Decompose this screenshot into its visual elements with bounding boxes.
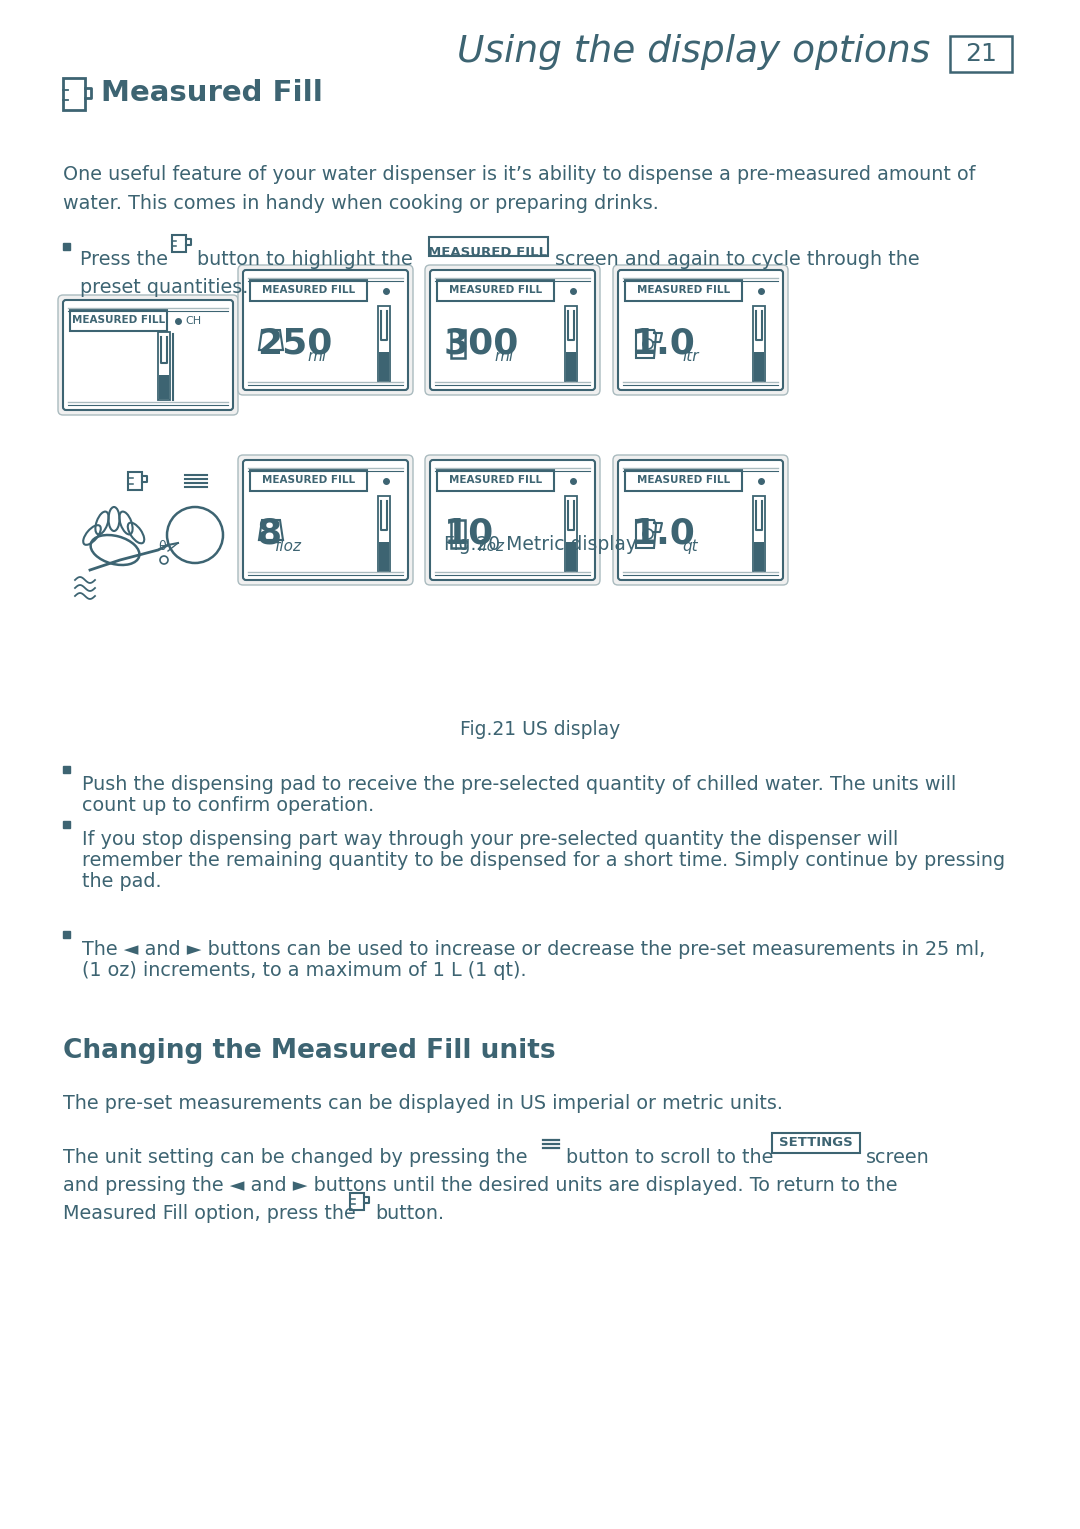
Text: the pad.: the pad. xyxy=(82,872,162,891)
Text: screen: screen xyxy=(866,1148,930,1167)
Text: MEASURED FILL: MEASURED FILL xyxy=(449,284,542,295)
Bar xyxy=(63,243,70,251)
Text: MEASURED FILL: MEASURED FILL xyxy=(429,246,548,258)
Text: floz: floz xyxy=(478,540,505,553)
Bar xyxy=(754,352,764,381)
Bar xyxy=(566,352,576,381)
Bar xyxy=(950,37,1012,72)
Text: ml: ml xyxy=(307,349,326,364)
Text: The unit setting can be changed by pressing the: The unit setting can be changed by press… xyxy=(63,1148,527,1167)
Text: floz: floz xyxy=(275,540,302,553)
Text: ml: ml xyxy=(494,349,513,364)
Text: Measured Fill: Measured Fill xyxy=(102,80,323,107)
Text: 1.0: 1.0 xyxy=(632,326,696,359)
Text: The ◄ and ► buttons can be used to increase or decrease the pre-set measurements: The ◄ and ► buttons can be used to incre… xyxy=(82,940,985,959)
Text: preset quantities.: preset quantities. xyxy=(80,278,248,297)
Text: 250: 250 xyxy=(257,326,333,359)
Text: SETTINGS: SETTINGS xyxy=(779,1136,853,1150)
Text: button to highlight the: button to highlight the xyxy=(197,251,413,269)
FancyBboxPatch shape xyxy=(618,460,783,579)
Bar xyxy=(753,495,765,572)
Bar xyxy=(565,495,577,572)
Text: MEASURED FILL: MEASURED FILL xyxy=(637,284,730,295)
FancyBboxPatch shape xyxy=(430,460,595,579)
Bar xyxy=(63,766,70,774)
Bar xyxy=(379,352,389,381)
FancyBboxPatch shape xyxy=(238,265,413,394)
Text: If you stop dispensing part way through your pre-selected quantity the dispenser: If you stop dispensing part way through … xyxy=(82,830,899,849)
Text: MEASURED FILL: MEASURED FILL xyxy=(262,476,355,485)
FancyBboxPatch shape xyxy=(243,460,408,579)
Bar xyxy=(754,543,764,570)
Text: count up to confirm operation.: count up to confirm operation. xyxy=(82,797,375,815)
Bar xyxy=(378,306,390,382)
Text: 10: 10 xyxy=(444,515,495,550)
Text: The pre-set measurements can be displayed in US imperial or metric units.: The pre-set measurements can be displaye… xyxy=(63,1095,783,1113)
Text: θ: θ xyxy=(158,540,166,553)
Text: Changing the Measured Fill units: Changing the Measured Fill units xyxy=(63,1038,555,1064)
FancyBboxPatch shape xyxy=(618,271,783,390)
Bar xyxy=(63,821,70,829)
Bar xyxy=(63,931,70,937)
Text: ltr: ltr xyxy=(681,349,699,364)
Text: 21: 21 xyxy=(966,41,997,66)
Text: remember the remaining quantity to be dispensed for a short time. Simply continu: remember the remaining quantity to be di… xyxy=(82,852,1005,870)
Bar xyxy=(379,543,389,570)
Bar xyxy=(378,495,390,572)
Text: Press the: Press the xyxy=(80,251,168,269)
Text: and pressing the ◄ and ► buttons until the desired units are displayed. To retur: and pressing the ◄ and ► buttons until t… xyxy=(63,1176,897,1196)
Text: 1.0: 1.0 xyxy=(632,515,696,550)
Text: One useful feature of your water dispenser is it’s ability to dispense a pre-mea: One useful feature of your water dispens… xyxy=(63,165,975,213)
FancyBboxPatch shape xyxy=(426,265,600,394)
FancyBboxPatch shape xyxy=(63,300,233,410)
Text: Fig.20 Metric display: Fig.20 Metric display xyxy=(444,535,636,553)
Text: Using the display options: Using the display options xyxy=(457,34,930,70)
Bar xyxy=(753,306,765,382)
Text: Fig.21 US display: Fig.21 US display xyxy=(460,720,620,739)
FancyBboxPatch shape xyxy=(238,456,413,586)
Text: (1 oz) increments, to a maximum of 1 L (1 qt).: (1 oz) increments, to a maximum of 1 L (… xyxy=(82,962,527,980)
FancyBboxPatch shape xyxy=(243,271,408,390)
Text: button.: button. xyxy=(375,1203,444,1223)
Text: CH: CH xyxy=(185,317,201,326)
Text: 8: 8 xyxy=(257,515,282,550)
FancyBboxPatch shape xyxy=(613,456,788,586)
Text: screen and again to cycle through the: screen and again to cycle through the xyxy=(555,251,920,269)
Bar xyxy=(159,375,168,399)
Text: MEASURED FILL: MEASURED FILL xyxy=(262,284,355,295)
FancyBboxPatch shape xyxy=(613,265,788,394)
Bar xyxy=(565,306,577,382)
Text: qt: qt xyxy=(681,540,698,553)
Text: 300: 300 xyxy=(444,326,519,359)
Text: button to scroll to the: button to scroll to the xyxy=(566,1148,773,1167)
Text: Measured Fill option, press the: Measured Fill option, press the xyxy=(63,1203,355,1223)
Text: MEASURED FILL: MEASURED FILL xyxy=(72,315,165,326)
Bar xyxy=(566,543,576,570)
FancyBboxPatch shape xyxy=(430,271,595,390)
Text: MEASURED FILL: MEASURED FILL xyxy=(449,476,542,485)
Bar xyxy=(158,332,170,401)
FancyBboxPatch shape xyxy=(58,295,238,414)
FancyBboxPatch shape xyxy=(426,456,600,586)
Text: MEASURED FILL: MEASURED FILL xyxy=(637,476,730,485)
Text: Push the dispensing pad to receive the pre-selected quantity of chilled water. T: Push the dispensing pad to receive the p… xyxy=(82,775,956,794)
